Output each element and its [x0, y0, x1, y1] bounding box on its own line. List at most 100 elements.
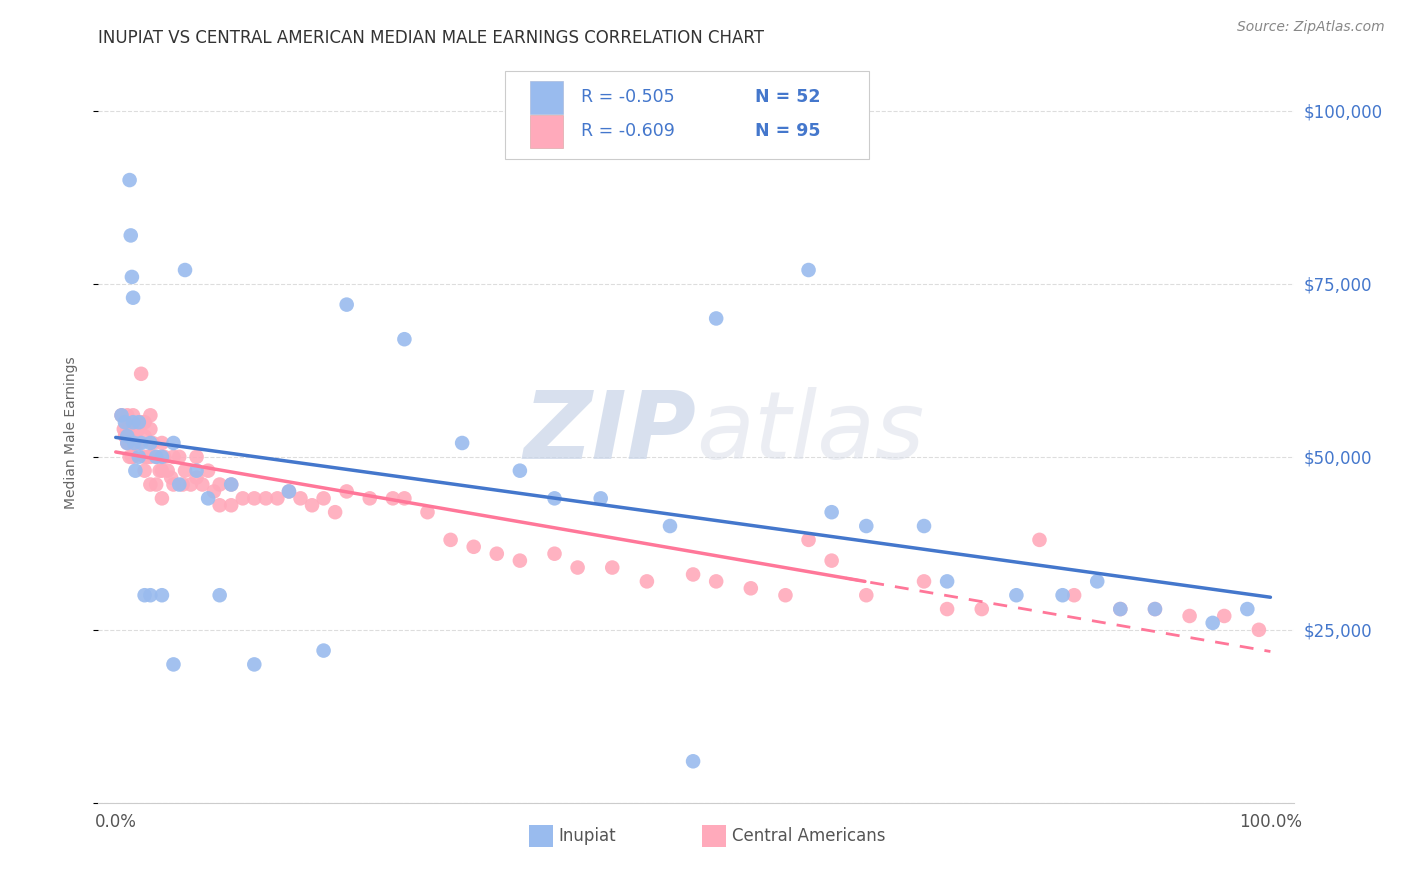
Text: ZIP: ZIP	[523, 386, 696, 479]
Point	[636, 574, 658, 589]
Text: N = 52: N = 52	[755, 88, 820, 106]
Point	[290, 491, 312, 506]
Point	[381, 491, 404, 506]
Text: N = 95: N = 95	[755, 122, 820, 140]
Text: Central Americans: Central Americans	[733, 827, 886, 845]
Bar	[530, 81, 564, 113]
Point	[139, 422, 162, 436]
Point	[912, 519, 935, 533]
Point	[659, 519, 682, 533]
Point	[134, 464, 156, 478]
Point	[439, 533, 461, 547]
Point	[682, 754, 704, 768]
Point	[509, 554, 531, 568]
Point	[162, 657, 184, 672]
Point	[208, 498, 231, 512]
Point	[1109, 602, 1132, 616]
Point	[134, 450, 156, 464]
Point	[485, 547, 508, 561]
Point	[124, 436, 146, 450]
Point	[219, 477, 242, 491]
Point	[172, 477, 194, 491]
Point	[820, 554, 842, 568]
Point	[149, 464, 172, 478]
Point	[110, 409, 132, 423]
Point	[243, 657, 266, 672]
Point	[1236, 602, 1258, 616]
Point	[202, 484, 225, 499]
Point	[936, 574, 959, 589]
Point	[301, 498, 323, 512]
Point	[174, 263, 197, 277]
Point	[191, 477, 214, 491]
Point	[128, 450, 150, 464]
Point	[136, 450, 159, 464]
Point	[970, 602, 993, 616]
Point	[254, 491, 277, 506]
Point	[208, 588, 231, 602]
Point	[134, 415, 156, 429]
Point	[180, 477, 202, 491]
Point	[121, 450, 143, 464]
Point	[912, 574, 935, 589]
Point	[129, 367, 152, 381]
Bar	[530, 115, 564, 147]
Point	[543, 491, 565, 506]
Point	[114, 429, 136, 443]
Point	[110, 409, 132, 423]
Point	[1109, 602, 1132, 616]
Point	[219, 498, 242, 512]
Point	[451, 436, 474, 450]
Point	[118, 173, 141, 187]
Point	[336, 297, 359, 311]
Point	[134, 429, 156, 443]
Text: INUPIAT VS CENTRAL AMERICAN MEDIAN MALE EARNINGS CORRELATION CHART: INUPIAT VS CENTRAL AMERICAN MEDIAN MALE …	[98, 29, 765, 47]
Point	[125, 422, 148, 436]
Point	[122, 415, 145, 429]
Point	[134, 588, 156, 602]
Point	[797, 263, 820, 277]
Point	[820, 505, 842, 519]
Point	[232, 491, 254, 506]
Point	[145, 450, 167, 464]
Point	[167, 477, 190, 491]
Point	[855, 519, 877, 533]
Point	[153, 450, 176, 464]
Point	[139, 450, 162, 464]
Point	[1143, 602, 1166, 616]
Point	[112, 422, 135, 436]
Point	[128, 422, 150, 436]
Point	[278, 484, 301, 499]
Point	[117, 422, 139, 436]
Point	[131, 415, 153, 429]
Point	[139, 588, 162, 602]
Point	[167, 450, 190, 464]
Point	[139, 436, 162, 450]
Point	[219, 477, 242, 491]
Point	[312, 491, 335, 506]
Point	[174, 464, 197, 478]
Point	[122, 436, 145, 450]
Point	[142, 436, 165, 450]
Point	[145, 450, 167, 464]
Point	[118, 450, 141, 464]
Point	[543, 547, 565, 561]
Point	[118, 436, 141, 450]
Point	[117, 409, 139, 423]
Point	[120, 429, 142, 443]
Point	[589, 491, 612, 506]
Point	[139, 409, 162, 423]
Point	[150, 491, 173, 506]
Point	[150, 588, 173, 602]
Point	[394, 491, 416, 506]
Point	[186, 464, 208, 478]
Point	[394, 332, 416, 346]
Point	[797, 533, 820, 547]
Point	[122, 291, 145, 305]
Point	[162, 477, 184, 491]
Point	[197, 491, 219, 506]
Point	[740, 582, 762, 596]
Point	[117, 436, 139, 450]
Point	[162, 436, 184, 450]
Point	[129, 436, 152, 450]
